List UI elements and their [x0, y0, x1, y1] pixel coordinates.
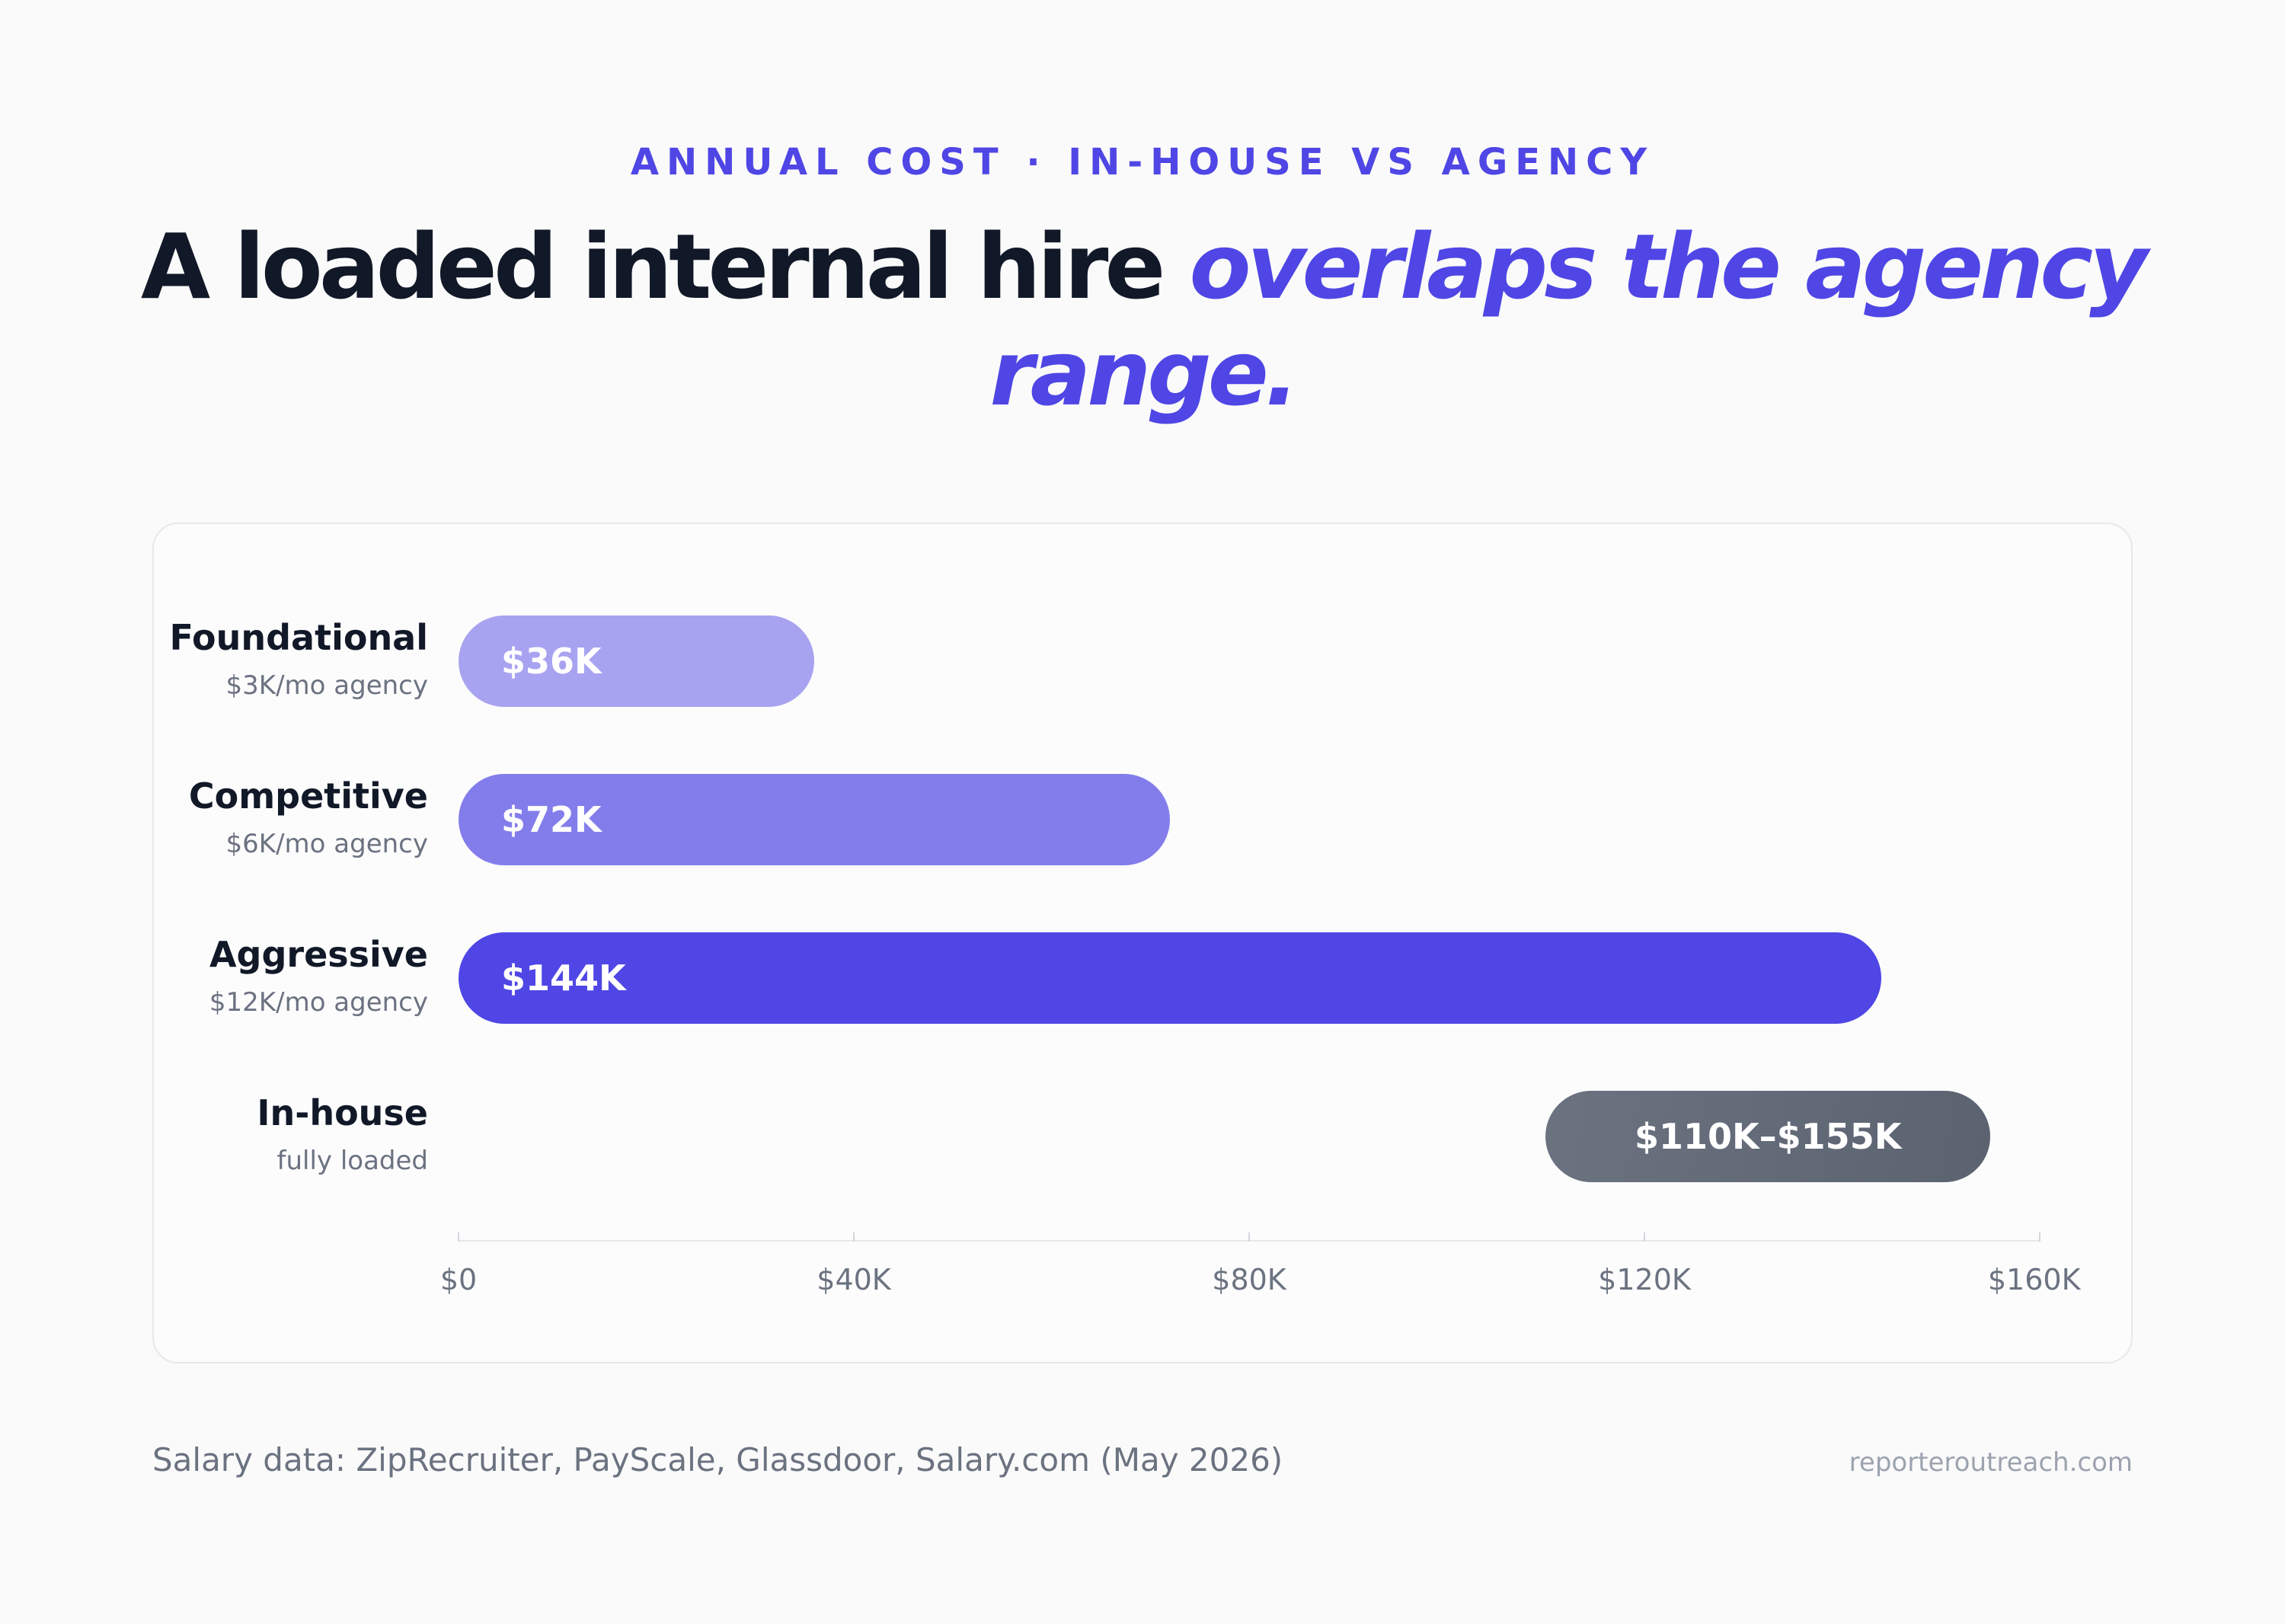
- row-label-in-house: In-house: [257, 1092, 428, 1133]
- source-note: Salary data: ZipRecruiter, PayScale, Gla…: [152, 1441, 1283, 1479]
- row-label-competitive: Competitive: [188, 775, 428, 817]
- x-tick-label: $40K: [817, 1263, 891, 1296]
- x-tick-label: $120K: [1598, 1263, 1691, 1296]
- headline-accent: overlaps the agency range.: [989, 214, 2148, 426]
- eyebrow-label: ANNUAL COST · IN-HOUSE VS AGENCY: [630, 141, 1655, 184]
- row-sublabel-foundational: $3K/mo agency: [225, 670, 428, 701]
- bar-value-label-foundational: $36K: [501, 641, 602, 682]
- row-sublabel-competitive: $6K/mo agency: [225, 829, 428, 859]
- x-tick: [853, 1232, 855, 1242]
- row-label-foundational: Foundational: [169, 617, 428, 658]
- headline: A loaded internal hire overlaps the agen…: [114, 213, 2171, 427]
- row-label-aggressive: Aggressive: [209, 934, 428, 975]
- row-sublabel-aggressive: $12K/mo agency: [209, 987, 428, 1018]
- bar-value-label-in-house: $110K–$155K: [1635, 1116, 1902, 1157]
- x-tick: [1248, 1232, 1250, 1242]
- row-sublabel-in-house: fully loaded: [276, 1146, 428, 1176]
- bar-value-label-aggressive: $144K: [501, 957, 626, 999]
- bar-in-house: $110K–$155K: [1545, 1091, 1991, 1182]
- x-tick: [458, 1232, 459, 1242]
- x-tick: [1644, 1232, 1645, 1242]
- bar-value-label-competitive: $72K: [501, 799, 602, 840]
- bar-aggressive: $144K: [459, 932, 1882, 1024]
- bar-competitive: $72K: [459, 774, 1171, 865]
- headline-plain: A loaded internal hire: [140, 214, 1190, 319]
- x-tick-label: $80K: [1212, 1263, 1286, 1296]
- bar-foundational: $36K: [459, 615, 815, 707]
- site-credit: reporteroutreach.com: [1849, 1447, 2133, 1478]
- x-tick-label: $0: [439, 1263, 478, 1296]
- x-tick-label: $160K: [1987, 1263, 2081, 1296]
- x-tick: [2039, 1232, 2041, 1242]
